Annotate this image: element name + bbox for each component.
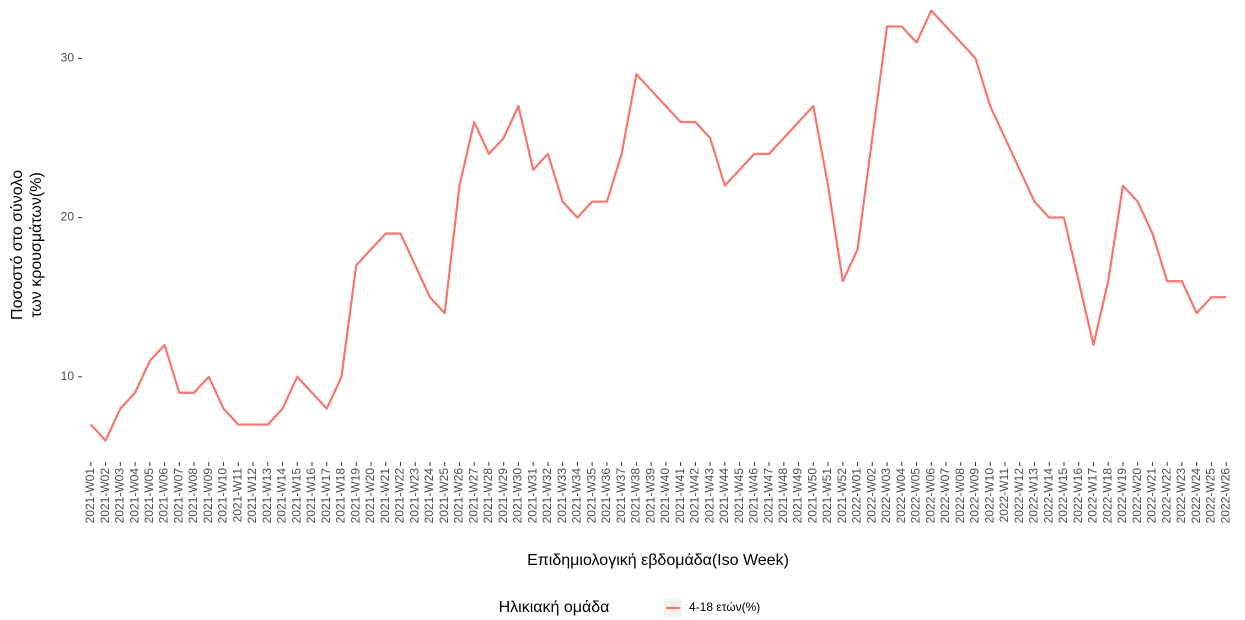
x-tick-label: 2021-W26 [452,468,466,524]
x-tick-label: 2022-W04 [894,468,908,524]
x-tick-label: 2022-W08 [953,468,967,524]
x-tick-label: 2021-W14 [275,468,289,524]
x-tick-label: 2021-W06 [157,468,171,524]
x-tick-label: 2021-W08 [186,468,200,524]
x-tick-label: 2021-W39 [643,468,657,524]
x-tick-label: 2022-W15 [1056,468,1070,524]
x-tick-label: 2021-W41 [673,468,687,524]
x-tick-label: 2022-W14 [1041,468,1055,524]
x-tick-label: 2022-W07 [938,468,952,524]
x-tick-label: 2021-W20 [363,468,377,524]
x-tick-label: 2021-W36 [599,468,613,524]
x-tick-label: 2022-W24 [1189,468,1203,524]
y-tick-label: 20 [61,210,75,224]
x-tick-label: 2021-W49 [791,468,805,524]
x-tick-label: 2021-W23 [407,468,421,524]
legend-label: 4-18 ετών(%) [689,600,760,614]
x-tick-label: 2021-W07 [171,468,185,524]
x-tick-label: 2021-W24 [422,468,436,524]
x-tick-label: 2021-W10 [216,468,230,524]
x-tick-label: 2021-W45 [732,468,746,524]
x-tick-label: 2022-W13 [1027,468,1041,524]
x-tick-label: 2021-W35 [584,468,598,524]
x-tick-label: 2021-W12 [245,468,259,524]
x-tick-label: 2021-W22 [393,468,407,524]
x-tick-label: 2022-W03 [879,468,893,524]
x-tick-label: 2021-W01 [83,468,97,524]
x-tick-label: 2021-W17 [319,468,333,524]
x-tick-label: 2021-W29 [496,468,510,524]
x-tick-label: 2022-W21 [1145,468,1159,524]
x-tick-label: 2022-W20 [1130,468,1144,524]
x-tick-label: 2021-W11 [230,468,244,523]
x-tick-label: 2021-W13 [260,468,274,524]
x-tick-label: 2021-W48 [776,468,790,524]
y-axis-label: των κρουσμάτων(%) [28,172,45,318]
x-tick-label: 2021-W21 [378,468,392,524]
x-tick-label: 2022-W17 [1086,468,1100,524]
x-tick-label: 2021-W40 [658,468,672,524]
x-tick-label: 2021-W38 [629,468,643,524]
x-tick-label: 2022-W06 [923,468,937,524]
x-tick-label: 2021-W04 [127,468,141,524]
x-tick-label: 2022-W19 [1115,468,1129,524]
x-tick-label: 2021-W02 [98,468,112,524]
x-tick-label: 2022-W23 [1174,468,1188,524]
x-tick-label: 2022-W09 [968,468,982,524]
x-tick-label: 2022-W02 [864,468,878,524]
x-tick-label: 2022-W22 [1159,468,1173,524]
x-tick-label: 2021-W34 [570,468,584,524]
y-axis-label: Ποσοστό στο σύνολο [9,170,26,320]
x-tick-label: 2021-W44 [717,468,731,524]
x-tick-label: 2021-W05 [142,468,156,524]
x-tick-label: 2022-W01 [850,468,864,524]
x-tick-label: 2021-W33 [555,468,569,524]
x-tick-label: 2021-W50 [805,468,819,524]
x-tick-label: 2021-W52 [835,468,849,524]
x-tick-label: 2022-W11 [997,468,1011,523]
x-tick-label: 2022-W12 [1012,468,1026,524]
x-tick-label: 2021-W09 [201,468,215,524]
x-axis-label: Επιδημιολογική εβδομάδα(Iso Week) [527,552,789,569]
x-tick-label: 2021-W31 [525,468,539,524]
x-tick-label: 2022-W10 [982,468,996,524]
x-tick-label: 2021-W30 [511,468,525,524]
legend-title: Ηλικιακή ομάδα [499,599,610,616]
x-tick-label: 2021-W28 [481,468,495,524]
line [90,9,1227,442]
y-tick-label: 10 [61,369,75,383]
x-tick-label: 2021-W43 [702,468,716,524]
x-tick-label: 2021-W46 [747,468,761,524]
x-tick-label: 2021-W51 [820,468,834,524]
x-tick-label: 2021-W32 [540,468,554,524]
x-tick-label: 2021-W16 [304,468,318,524]
x-tick-label: 2021-W15 [289,468,303,524]
x-tick-label: 2021-W25 [437,468,451,524]
x-tick-label: 2021-W42 [688,468,702,524]
x-tick-label: 2022-W16 [1071,468,1085,524]
x-tick-label: 2021-W03 [113,468,127,524]
x-tick-label: 2021-W47 [761,468,775,524]
x-tick-label: 2021-W37 [614,468,628,524]
x-tick-label: 2022-W25 [1204,468,1218,524]
x-tick-label: 2022-W26 [1218,468,1232,524]
x-tick-label: 2021-W27 [466,468,480,524]
x-tick-label: 2022-W05 [909,468,923,524]
x-tick-label: 2021-W18 [334,468,348,524]
x-tick-label: 2021-W19 [348,468,362,524]
x-tick-label: 2022-W18 [1100,468,1114,524]
y-tick-label: 30 [61,51,75,65]
